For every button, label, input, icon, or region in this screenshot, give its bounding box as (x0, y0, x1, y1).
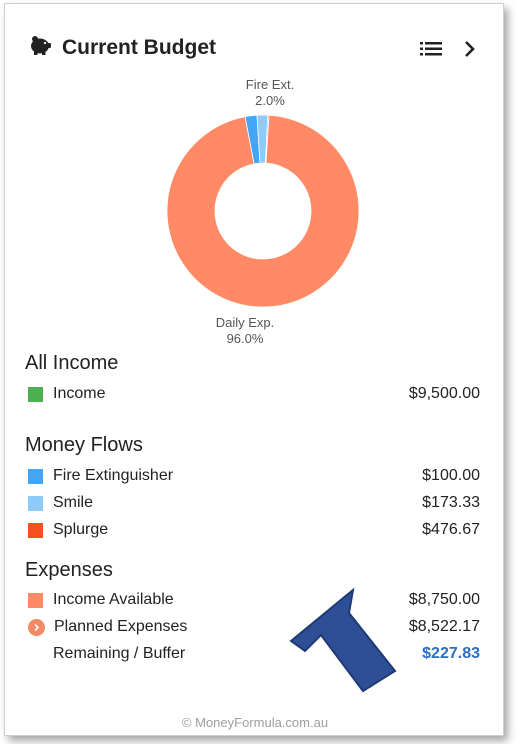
chart-label-daily-exp: Daily Exp. 96.0% (200, 315, 290, 347)
section-title-flows: Money Flows (25, 434, 143, 456)
annotation-arrow (285, 585, 400, 700)
chart-label-name: Fire Ext. (245, 77, 295, 92)
donut-slice-daily-exp[interactable] (166, 114, 360, 308)
row-label: Smile (53, 494, 94, 511)
row-amount: $8,750.00 (408, 591, 480, 608)
row-amount: $100.00 (422, 467, 480, 484)
row-label: Income (53, 385, 106, 402)
header-actions (420, 40, 476, 63)
chart-label-value: 2.0% (255, 93, 285, 108)
list-item-income[interactable]: Income $9,500.00 (28, 383, 480, 405)
list-item-smile[interactable]: Smile $173.33 (28, 492, 480, 514)
section-title-expenses: Expenses (25, 559, 113, 581)
list-item-remaining-buffer: Remaining / Buffer $227.83 (28, 643, 480, 665)
color-swatch (28, 495, 43, 511)
color-swatch (28, 592, 43, 608)
footer-copyright: © MoneyFormula.com.au (181, 715, 329, 730)
row-label: Income Available (53, 591, 174, 608)
card-header: Current Budget (28, 34, 216, 61)
list-item-income-available[interactable]: Income Available $8,750.00 (28, 589, 480, 611)
chart-label-value: 96.0% (226, 331, 264, 346)
budget-donut-chart: Fire Ext. 2.0% Daily Exp. 96.0% (160, 75, 370, 355)
color-swatch (28, 386, 43, 402)
row-amount: $476.67 (422, 521, 480, 538)
list-item-splurge[interactable]: Splurge $476.67 (28, 519, 480, 541)
color-swatch (28, 468, 43, 484)
list-icon[interactable] (420, 41, 442, 62)
row-label: Fire Extinguisher (53, 467, 174, 484)
list-item-fire-extinguisher[interactable]: Fire Extinguisher $100.00 (28, 465, 480, 487)
list-item-planned-expenses[interactable]: Planned Expenses $8,522.17 (28, 616, 480, 638)
page-title: Current Budget (62, 35, 216, 59)
color-swatch (28, 522, 43, 538)
section-title-income: All Income (25, 352, 119, 374)
chart-label-fire-ext: Fire Ext. 2.0% (225, 77, 315, 109)
row-label: Remaining / Buffer (53, 645, 186, 662)
row-label: Planned Expenses (54, 618, 188, 635)
chevron-right-circle-icon[interactable] (28, 618, 45, 636)
row-amount-buffer: $227.83 (422, 645, 480, 662)
row-amount: $173.33 (422, 494, 480, 511)
row-amount: $8,522.17 (408, 618, 480, 635)
chevron-right-icon[interactable] (464, 40, 476, 63)
donut-svg (166, 114, 360, 308)
piggy-bank-icon (28, 34, 52, 61)
row-label: Splurge (53, 521, 109, 538)
chart-label-name: Daily Exp. (215, 315, 275, 330)
row-amount: $9,500.00 (408, 385, 480, 402)
